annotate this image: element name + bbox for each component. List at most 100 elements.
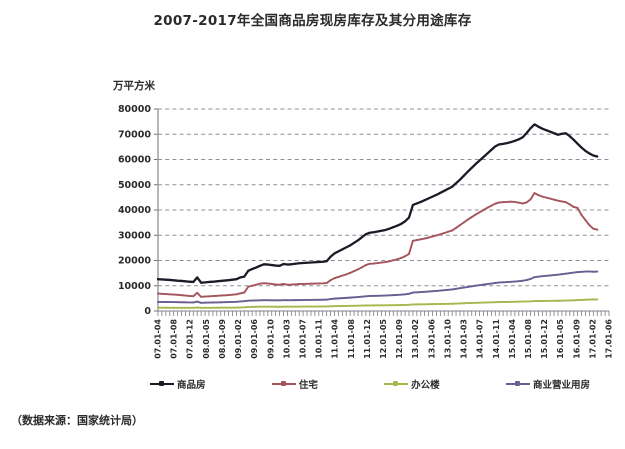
series-point — [517, 300, 520, 303]
y-axis-tick-label: 0 — [144, 306, 151, 317]
series-point — [223, 301, 226, 304]
series-point — [408, 216, 410, 219]
series-point — [306, 261, 308, 264]
x-axis-tick-label: 07.01-12 — [186, 319, 195, 359]
series-point — [517, 201, 520, 204]
series-point — [274, 305, 277, 308]
series-point — [361, 266, 363, 269]
series-point — [388, 227, 391, 230]
x-axis-tick-label: 09.01-10 — [266, 319, 275, 359]
series-point — [298, 262, 301, 265]
series-point — [490, 204, 493, 207]
series-point — [486, 301, 489, 304]
series-point — [243, 300, 246, 302]
series-point — [188, 295, 191, 297]
legend-item-0[interactable]: 商品房 — [150, 377, 206, 391]
series-point — [372, 295, 375, 297]
series-point — [510, 141, 512, 143]
series-point — [502, 201, 504, 204]
series-point — [431, 290, 434, 293]
series-point — [368, 231, 371, 234]
series-point — [447, 230, 450, 233]
series-point — [168, 293, 171, 296]
series-point — [443, 232, 446, 234]
series-point — [517, 280, 520, 282]
series-point — [243, 291, 246, 294]
x-axis-tick-label: 10.01-11 — [315, 319, 324, 359]
series-point — [231, 301, 234, 303]
series-point — [168, 301, 171, 303]
series-point — [192, 301, 195, 304]
series-point — [215, 295, 218, 297]
series-point — [263, 263, 265, 266]
series-point — [345, 297, 348, 299]
series-point — [553, 274, 555, 276]
series-point — [412, 204, 414, 206]
series-point — [314, 261, 316, 264]
series-point — [325, 282, 328, 284]
series-point — [466, 218, 469, 221]
series-point — [553, 299, 555, 302]
series-point — [365, 264, 367, 266]
series-point — [384, 229, 387, 231]
chart-legend: 商品房 住宅 办公楼 商业营业用房 — [150, 377, 590, 391]
series-point — [317, 298, 320, 301]
series-point — [584, 150, 587, 152]
source-note: （数据来源：国家统计局） — [11, 414, 143, 427]
series-point — [588, 224, 591, 226]
series-point — [212, 306, 214, 309]
series-point — [223, 294, 226, 297]
series-point — [247, 299, 250, 302]
series-point — [368, 295, 371, 297]
series-point — [286, 299, 289, 302]
legend-item-label: 住宅 — [298, 380, 318, 391]
series-point — [568, 135, 571, 138]
series-point — [278, 305, 281, 308]
legend-item-3[interactable]: 商业营业用房 — [505, 377, 590, 391]
series-point — [419, 291, 422, 293]
series-point — [482, 209, 485, 211]
series-point — [341, 297, 344, 299]
series-point — [529, 198, 532, 201]
series-point — [345, 246, 348, 249]
legend-item-2[interactable]: 办公楼 — [384, 377, 440, 391]
legend-item-1[interactable]: 住宅 — [271, 377, 318, 391]
series-point — [345, 305, 348, 307]
x-axis-tick-label: 14.01-07 — [476, 319, 485, 359]
series-point — [494, 301, 497, 304]
x-axis-tick-label: 16.01-09 — [572, 319, 581, 359]
series-point — [219, 306, 222, 309]
series-point — [161, 292, 163, 295]
series-point — [533, 276, 536, 279]
series-point — [514, 201, 516, 203]
series-point — [239, 300, 242, 303]
x-axis-tick-label: 13.01-10 — [443, 319, 452, 359]
series-point — [506, 142, 508, 144]
series-point — [396, 304, 399, 306]
series-point — [266, 282, 269, 285]
series-point — [361, 304, 363, 307]
series-point — [176, 293, 179, 296]
series-point — [580, 146, 583, 149]
series-point — [549, 197, 552, 200]
series-point — [255, 299, 257, 302]
series-point — [494, 145, 497, 148]
series-point — [361, 236, 363, 239]
series-point — [427, 236, 430, 239]
series-point — [557, 273, 559, 276]
series-point — [490, 149, 493, 151]
series-point — [270, 283, 273, 285]
series-point — [584, 219, 587, 221]
series-point — [184, 294, 187, 297]
series-point — [180, 280, 183, 282]
series-point — [510, 280, 512, 283]
series-point — [474, 163, 477, 165]
series-point — [553, 132, 555, 135]
series-point — [541, 127, 544, 130]
series-point — [239, 292, 242, 295]
series-point — [486, 283, 489, 285]
series-point — [333, 297, 336, 300]
series-point — [204, 295, 206, 298]
series-point — [404, 304, 406, 306]
series-point — [208, 306, 210, 309]
